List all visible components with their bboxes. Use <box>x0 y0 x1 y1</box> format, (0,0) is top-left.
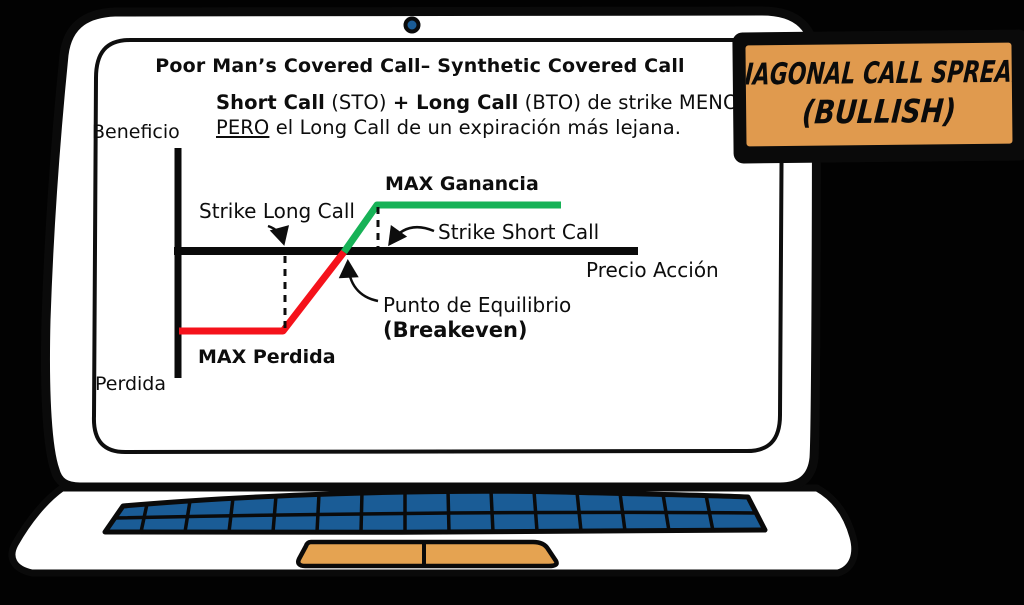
strategy-description: Short Call (STO) + Long Call (BTO) de st… <box>216 91 766 140</box>
loss-line <box>179 249 347 335</box>
strategy-badge: DIAGONAL CALL SPREAD (BULLISH) <box>732 29 1024 164</box>
trackpad <box>296 539 559 569</box>
y-axis-label-loss: Perdida <box>95 373 166 395</box>
x-axis-label: Precio Acción <box>586 258 719 282</box>
strategy-badge-panel: DIAGONAL CALL SPREAD (BULLISH) <box>745 42 1013 147</box>
strategy-description-line2: PERO el Long Call de un expiración más l… <box>216 116 682 140</box>
breakeven-label: Punto de Equilibrio (Breakeven) <box>383 293 572 343</box>
badge-subtitle: (BULLISH) <box>800 93 958 132</box>
strategy-description-line1: Short Call (STO) + Long Call (BTO) de st… <box>216 91 766 114</box>
strike-short-arrow <box>388 224 435 247</box>
max-loss-label: MAX Perdida <box>198 346 336 368</box>
keyboard <box>102 488 768 535</box>
profit-line <box>341 201 561 255</box>
strike-short-call-label: Strike Short Call <box>438 220 600 244</box>
strike-long-call-label: Strike Long Call <box>199 199 355 223</box>
breakeven-label-line1: Punto de Equilibrio <box>383 293 572 317</box>
payoff-chart <box>174 148 638 378</box>
webcam-icon <box>403 16 421 34</box>
y-axis-label-profit: Beneficio <box>92 121 180 143</box>
badge-title: DIAGONAL CALL SPREAD <box>745 55 1013 93</box>
max-gain-label: MAX Ganancia <box>385 173 539 195</box>
breakeven-label-line2: (Breakeven) <box>383 318 528 342</box>
strike-long-arrow <box>267 224 290 246</box>
breakeven-arrow <box>338 259 379 303</box>
page-title: Poor Man’s Covered Call– Synthetic Cover… <box>155 55 685 77</box>
